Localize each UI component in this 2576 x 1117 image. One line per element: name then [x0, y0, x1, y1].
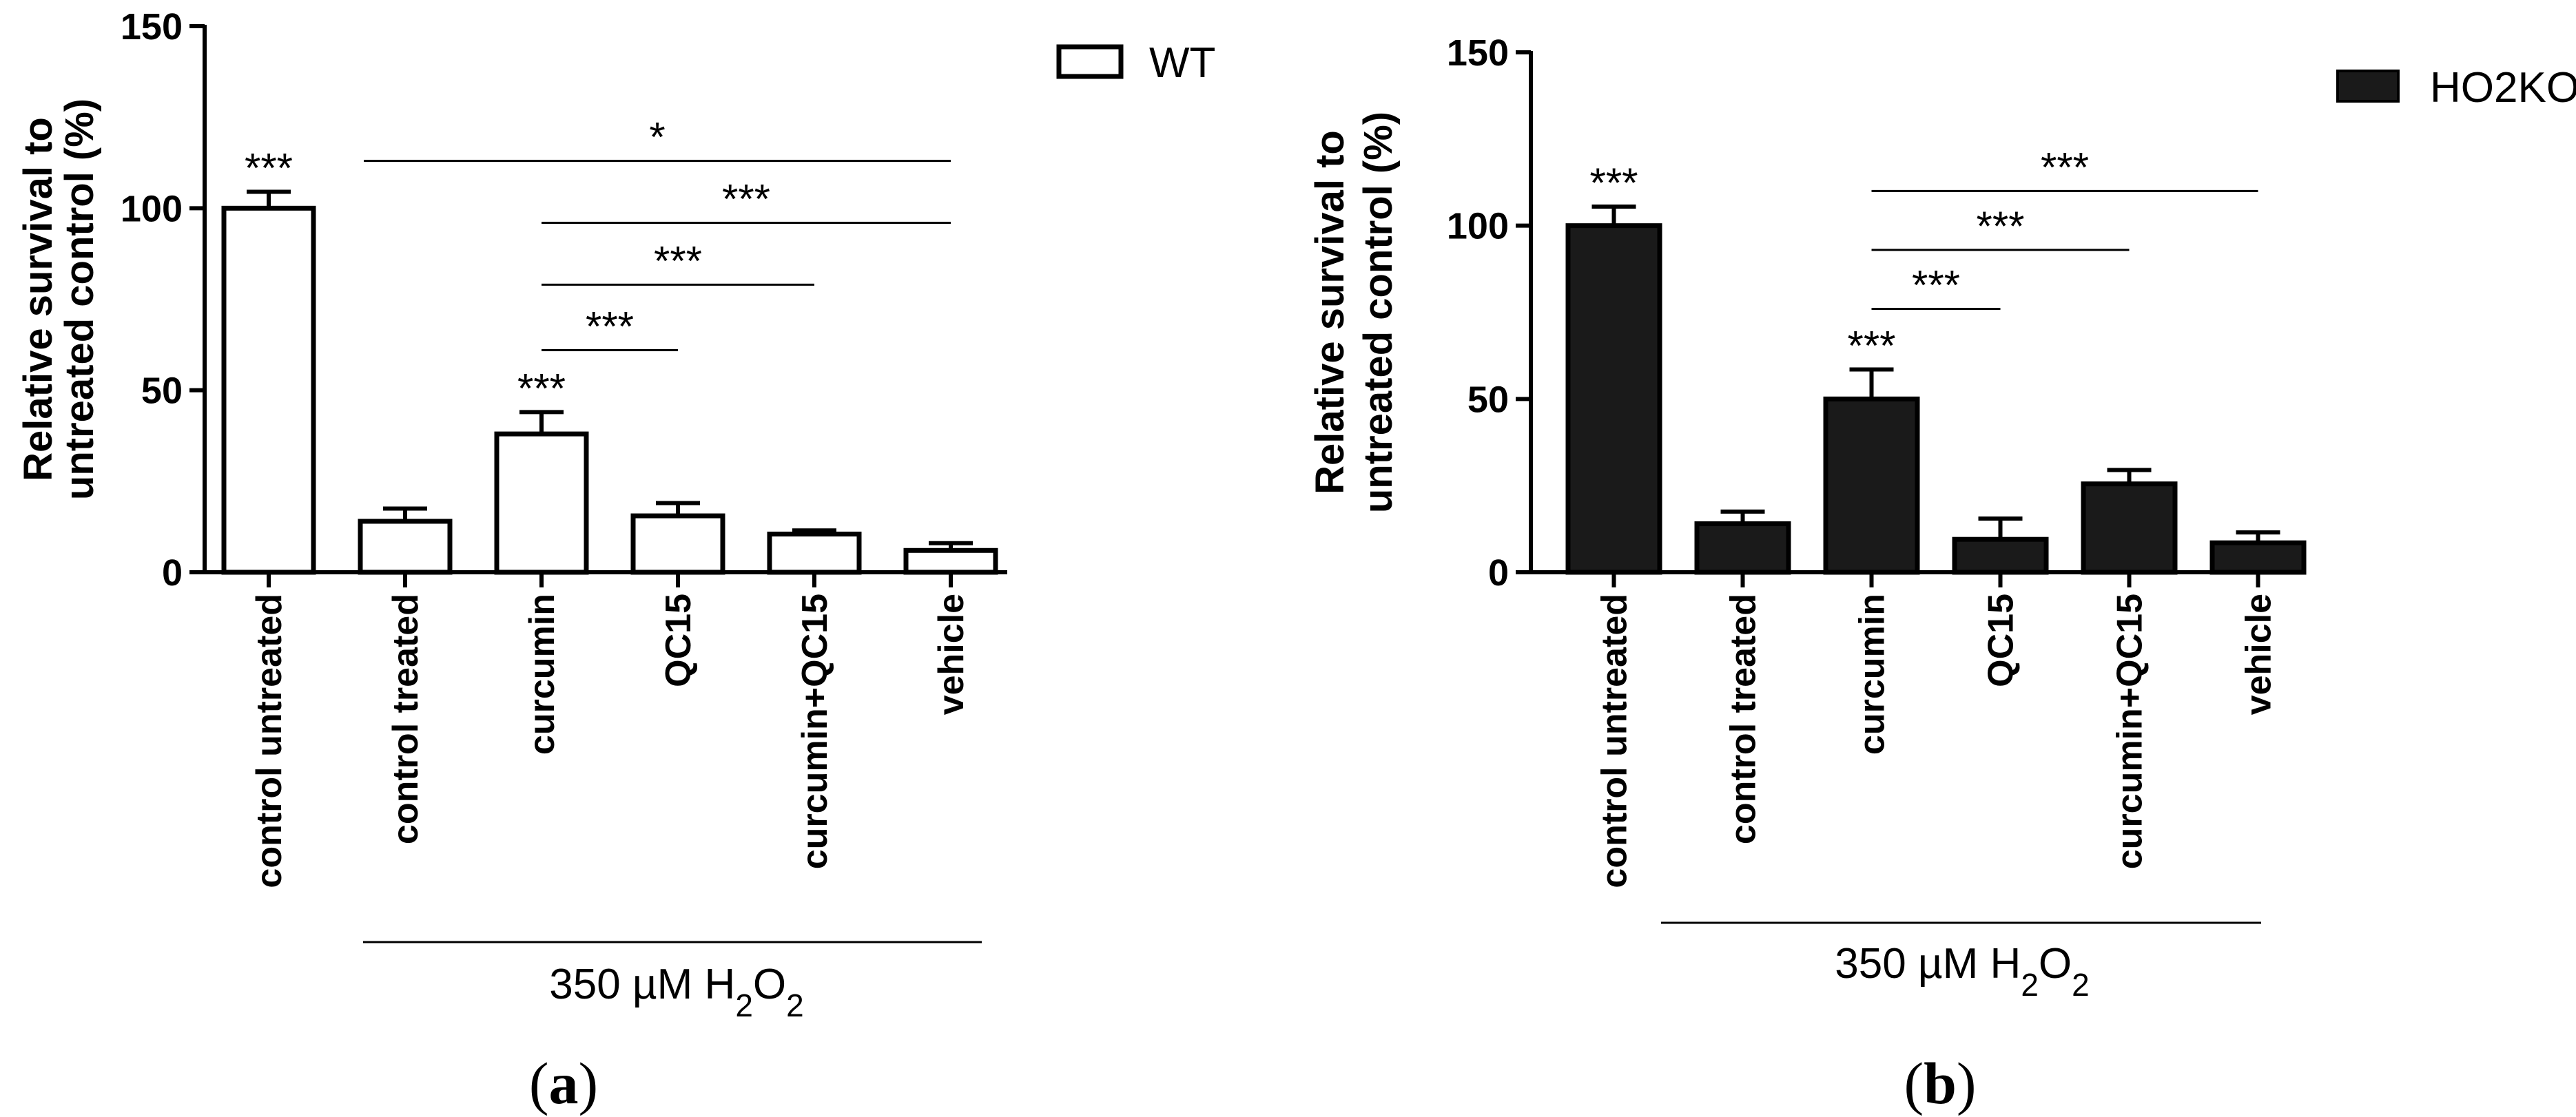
b-category-label: control treated — [1724, 594, 1764, 844]
b-bar — [1694, 521, 1791, 575]
a-bar — [494, 431, 589, 575]
a-comparison-label: *** — [722, 176, 770, 222]
a-treatment-mid: O — [753, 961, 786, 1008]
a-category-label: control treated — [386, 594, 426, 844]
b-comparison-label: *** — [2041, 144, 2089, 190]
a-comparison-label: * — [649, 114, 665, 160]
b-y-tick-label: 0 — [1488, 552, 1509, 594]
legend-wt: WT — [1056, 39, 1215, 87]
a-y-axis-label-line2: untreated control (%) — [57, 98, 102, 500]
b-treatment-sub1: 2 — [2021, 967, 2039, 1003]
a-y-tick-label: 100 — [121, 188, 183, 229]
a-bar-significance: *** — [517, 365, 566, 411]
b-category-label: curcumin — [1853, 594, 1893, 755]
b-y-axis-label-line1: Relative survival to — [1308, 130, 1352, 494]
a-y-tick-label: 150 — [121, 6, 183, 48]
b-y-tick-label: 50 — [1467, 379, 1509, 420]
legend-ho2ko: HO2KO — [2336, 64, 2576, 112]
b-comparison-label: *** — [1976, 203, 2024, 249]
b-category-label: vehicle — [2239, 594, 2279, 715]
a-treatment-sub1: 2 — [735, 988, 753, 1023]
b-category-label: QC15 — [1981, 594, 2021, 687]
a-bar-significance: *** — [245, 145, 293, 191]
panel-label-b-text: b — [1924, 1050, 1957, 1116]
b-comparison-label: *** — [1912, 262, 1960, 308]
b-treatment-label: 350 µM H2O2 — [1835, 940, 2089, 1003]
a-y-tick-label: 50 — [141, 370, 183, 412]
legend-wt-label: WT — [1149, 39, 1215, 87]
b-bar — [1952, 536, 2049, 575]
a-category-label: vehicle — [931, 594, 971, 715]
a-category-label: control untreated — [249, 594, 289, 888]
b-y-axis-label-line2: untreated control (%) — [1356, 112, 1401, 513]
b-bar — [2209, 540, 2307, 575]
a-treatment-text: 350 µM H — [549, 961, 735, 1008]
a-category-label: QC15 — [659, 594, 699, 687]
legend-wt-swatch — [1056, 44, 1124, 79]
a-y-axis-label-line1: Relative survival to — [16, 117, 61, 481]
b-bar — [1823, 396, 1920, 575]
b-category-label: curcumin+QC15 — [2110, 594, 2150, 869]
a-bar — [630, 513, 725, 575]
a-treatment-label: 350 µM H2O2 — [549, 961, 803, 1023]
a-bar — [767, 531, 862, 575]
b-treatment-text: 350 µM H — [1835, 940, 2021, 988]
b-bar — [2081, 481, 2178, 575]
b-category-label: control untreated — [1595, 594, 1635, 888]
svg-text:(b): (b) — [1904, 1050, 1976, 1116]
a-bar — [903, 547, 998, 575]
svg-text:(a): (a) — [529, 1050, 598, 1116]
a-bar — [358, 519, 453, 575]
legend-ho2ko-label: HO2KO — [2430, 64, 2576, 112]
panel-label-a: (a) — [529, 1050, 598, 1116]
panel-label-b: (b) — [1904, 1050, 1976, 1116]
a-category-label: curcumin — [522, 594, 562, 755]
a-comparison-label: *** — [654, 238, 702, 284]
a-y-tick-label: 0 — [162, 552, 183, 594]
panel-label-a-text: a — [549, 1050, 579, 1116]
a-comparison-label: *** — [586, 304, 634, 350]
b-treatment-sub2: 2 — [2072, 967, 2090, 1003]
b-y-tick-label: 100 — [1447, 206, 1509, 247]
b-bar-significance: *** — [1847, 323, 1895, 369]
a-category-label: curcumin+QC15 — [795, 594, 835, 869]
b-y-tick-label: 150 — [1447, 32, 1509, 74]
a-bar — [221, 205, 316, 575]
legend-ho2ko-swatch — [2336, 70, 2400, 103]
b-bar-significance: *** — [1589, 160, 1638, 206]
b-treatment-mid: O — [2039, 940, 2072, 988]
panel-b-chart: 0 50 100 150 Relative survival to untreated c… — [1308, 32, 2307, 1003]
b-bar — [1565, 223, 1662, 575]
a-treatment-sub2: 2 — [786, 988, 804, 1023]
